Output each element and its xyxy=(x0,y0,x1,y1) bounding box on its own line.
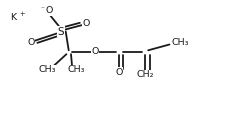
Text: O: O xyxy=(91,47,99,56)
Text: +: + xyxy=(19,11,25,17)
Text: CH₃: CH₃ xyxy=(68,65,85,74)
Text: O: O xyxy=(46,6,53,15)
Text: CH₂: CH₂ xyxy=(137,70,154,79)
Text: O: O xyxy=(82,19,90,28)
Text: O: O xyxy=(115,68,123,77)
Text: O: O xyxy=(27,38,35,47)
Text: S: S xyxy=(57,27,64,37)
Text: K: K xyxy=(10,13,16,22)
Text: ⁻: ⁻ xyxy=(41,4,45,13)
Text: CH₃: CH₃ xyxy=(38,65,56,74)
Text: CH₃: CH₃ xyxy=(172,38,189,47)
